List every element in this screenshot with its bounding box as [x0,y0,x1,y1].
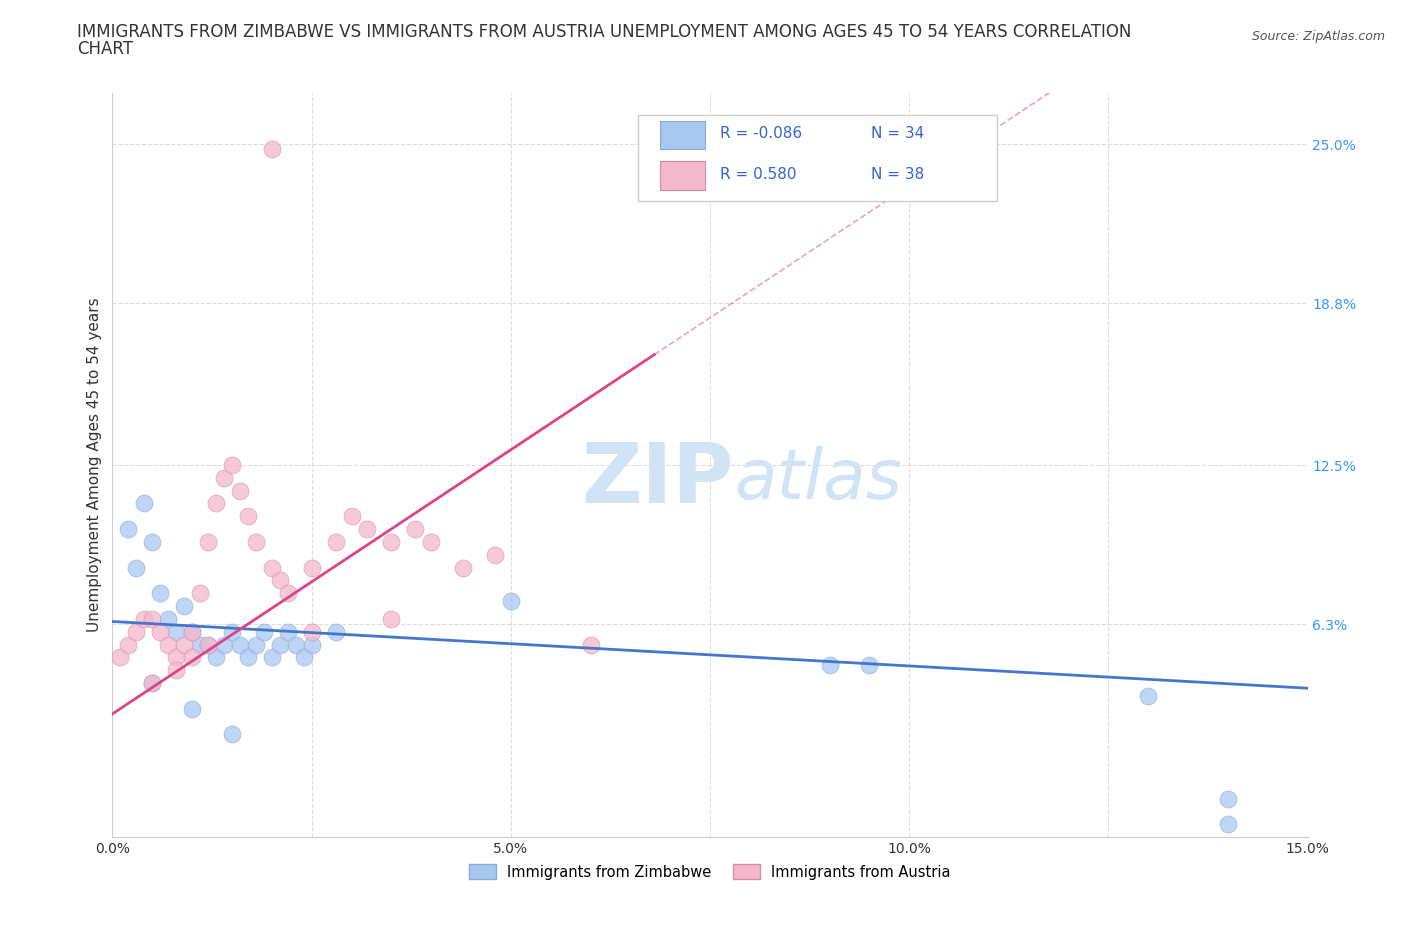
Point [141,675,163,690]
Point [253,624,276,639]
Point [260,142,283,157]
Point [117,522,139,537]
Point [451,560,474,575]
Point [117,637,139,652]
Point [579,637,602,652]
Point [157,612,180,627]
Point [212,471,235,485]
Point [380,535,402,550]
Point [134,496,156,511]
Point [165,624,187,639]
Point [260,650,283,665]
Point [236,650,259,665]
Point [380,612,402,627]
Point [110,650,132,665]
Point [245,637,267,652]
FancyBboxPatch shape [638,115,997,201]
Text: IMMIGRANTS FROM ZIMBABWE VS IMMIGRANTS FROM AUSTRIA UNEMPLOYMENT AMONG AGES 45 T: IMMIGRANTS FROM ZIMBABWE VS IMMIGRANTS F… [77,23,1132,41]
Point [141,675,163,690]
Point [181,701,204,716]
Point [484,548,506,563]
Point [125,560,148,575]
Text: ZIP: ZIP [582,439,734,521]
Point [284,637,307,652]
Point [173,599,195,614]
Point [221,458,243,472]
Point [149,624,172,639]
Point [181,650,204,665]
Point [1216,817,1239,831]
Point [499,593,522,608]
Legend: Immigrants from Zimbabwe, Immigrants from Austria: Immigrants from Zimbabwe, Immigrants fro… [464,858,956,885]
Point [173,637,195,652]
Point [269,637,291,652]
Point [181,624,204,639]
Point [236,509,259,524]
Text: N = 34: N = 34 [872,126,925,141]
Point [245,535,267,550]
Point [858,658,880,672]
Point [301,637,323,652]
Point [260,560,283,575]
Text: CHART: CHART [77,40,134,58]
Text: N = 38: N = 38 [872,167,925,182]
Point [301,624,323,639]
FancyBboxPatch shape [659,162,706,190]
Point [125,624,148,639]
Point [229,637,252,652]
Point [221,727,243,742]
Point [818,658,841,672]
Point [221,624,243,639]
Point [269,573,291,588]
Text: atlas: atlas [734,446,901,513]
Point [197,637,219,652]
Point [149,586,172,601]
Y-axis label: Unemployment Among Ages 45 to 54 years: Unemployment Among Ages 45 to 54 years [87,298,103,632]
Point [1137,688,1160,703]
Point [141,612,163,627]
Point [165,663,187,678]
Point [325,535,347,550]
Point [340,509,363,524]
Point [420,535,443,550]
FancyBboxPatch shape [659,121,706,149]
Point [325,624,347,639]
Point [205,650,228,665]
Point [301,560,323,575]
Point [134,612,156,627]
Point [197,637,219,652]
Point [157,637,180,652]
Point [205,496,228,511]
Point [229,484,252,498]
Point [181,624,204,639]
Point [356,522,378,537]
Point [188,637,211,652]
Text: R = 0.580: R = 0.580 [720,167,796,182]
Point [165,650,187,665]
Point [188,586,211,601]
Point [277,586,299,601]
Point [141,535,163,550]
Point [292,650,315,665]
Point [404,522,426,537]
Text: Source: ZipAtlas.com: Source: ZipAtlas.com [1251,30,1385,43]
Point [197,535,219,550]
Point [212,637,235,652]
Text: R = -0.086: R = -0.086 [720,126,801,141]
Point [1216,791,1239,806]
Point [277,624,299,639]
